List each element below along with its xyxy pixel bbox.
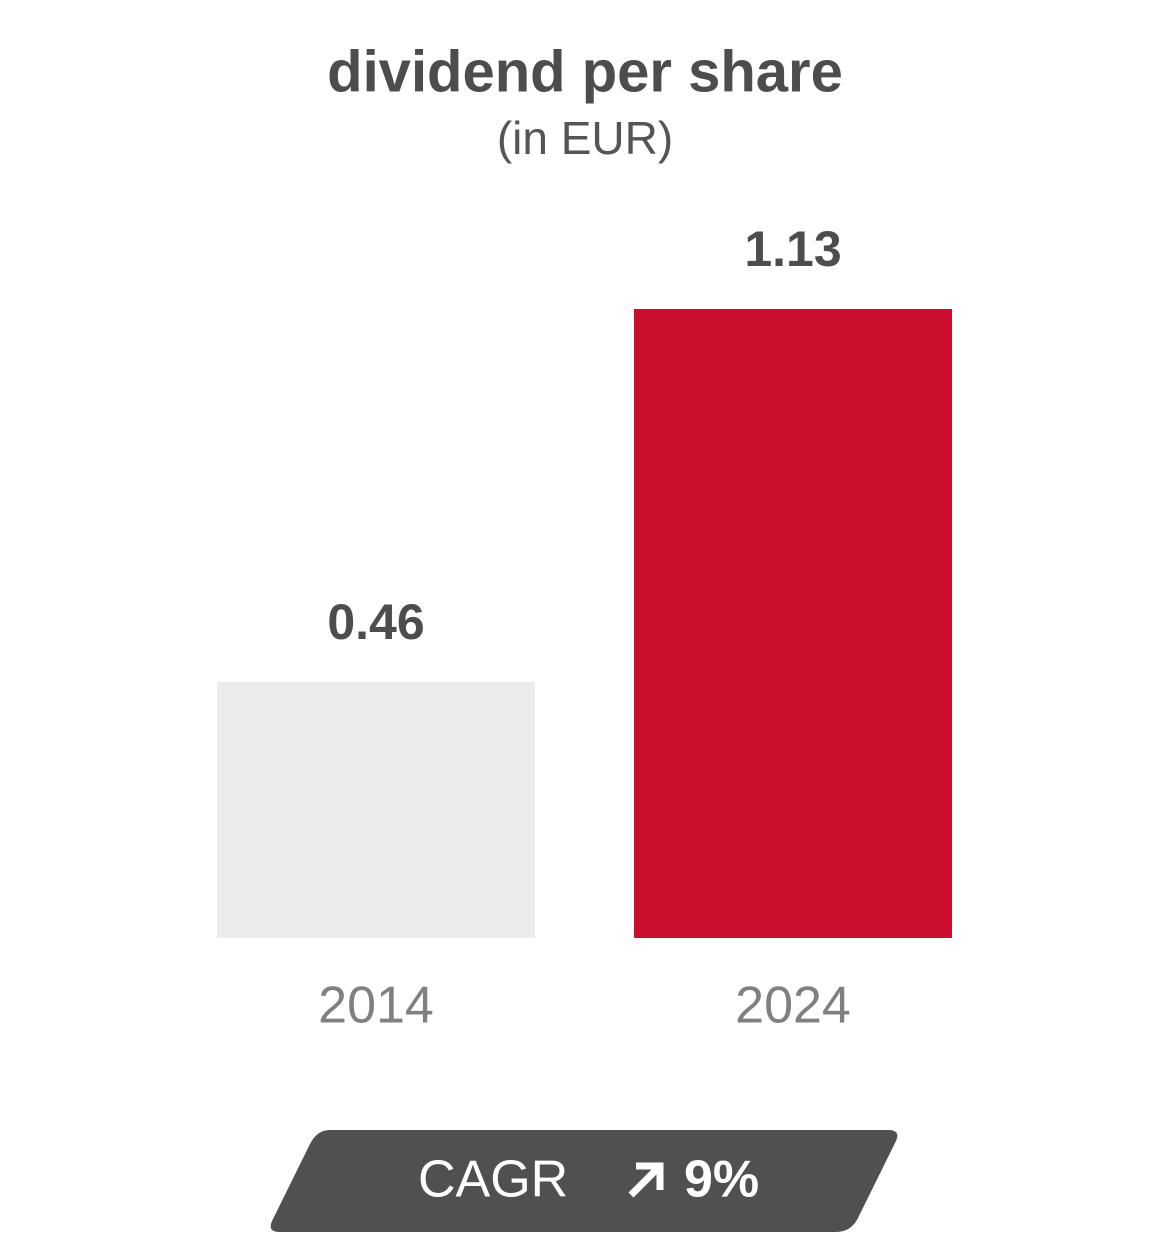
- bar: [217, 681, 535, 938]
- chart-subtitle: (in EUR): [497, 112, 673, 164]
- chart-title: dividend per share: [327, 39, 843, 104]
- bar: [634, 309, 952, 938]
- value-label: 0.46: [327, 594, 424, 650]
- cagr-badge: CAGR 9%: [270, 1130, 898, 1232]
- arrow-icon: [628, 1162, 664, 1198]
- cagr-label: CAGR: [418, 1151, 568, 1209]
- value-label: 1.13: [744, 221, 841, 277]
- badge-shape: [270, 1130, 898, 1232]
- x-tick-label: 2024: [735, 977, 851, 1035]
- x-tick-label: 2014: [318, 977, 434, 1035]
- cagr-value: 9%: [684, 1151, 759, 1209]
